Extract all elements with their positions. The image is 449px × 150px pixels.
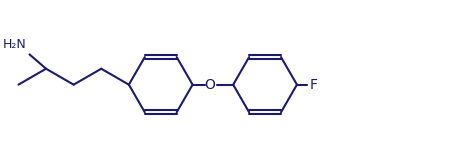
Text: H₂N: H₂N <box>3 38 26 51</box>
Text: F: F <box>309 78 317 92</box>
Text: O: O <box>205 78 216 92</box>
